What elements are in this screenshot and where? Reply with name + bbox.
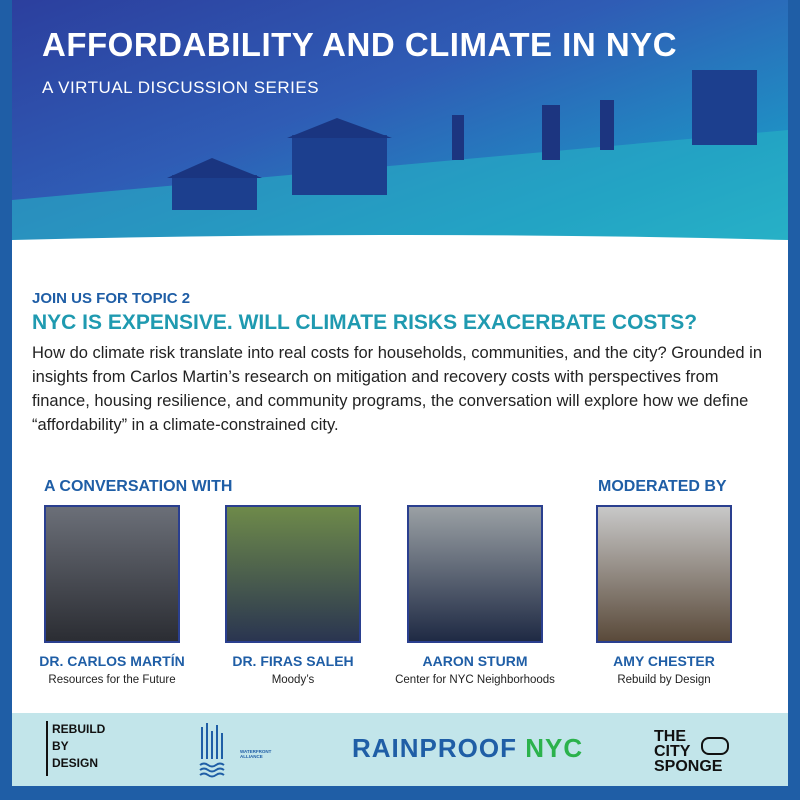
event-title: AFFORDABILITY AND CLIMATE IN NYC <box>42 26 678 63</box>
moderator-photo <box>596 505 732 643</box>
speaker-photo <box>407 505 543 643</box>
topic-description: How do climate risk translate into real … <box>32 344 763 434</box>
moderator-card: AMY CHESTER Rebuild by Design <box>579 505 749 688</box>
city-illustration <box>12 70 788 270</box>
conversation-heading: A CONVERSATION WITH <box>44 478 233 495</box>
speaker-card: DR. CARLOS MARTÍN Resources for the Futur… <box>27 505 197 688</box>
rainproof-nyc-text: NYC <box>525 733 584 763</box>
speaker-photo <box>225 505 361 643</box>
rainproof-text: RAINPROOF <box>352 733 517 763</box>
speaker-card: DR. FIRAS SALEH Moody’s <box>208 505 378 688</box>
speaker-org: Moody’s <box>271 674 315 686</box>
event-subtitle: A VIRTUAL DISCUSSION SERIES <box>42 78 320 97</box>
rainproof-nyc-logo: RAINPROOF NYC <box>352 733 583 764</box>
speaker-card: AARON STURM Center for NYC Neighborhoods <box>390 505 560 688</box>
waterfront-alliance-logo: WATERFRONT ALLIANCE <box>196 719 271 786</box>
hero-banner: AFFORDABILITY AND CLIMATE IN NYC A VIRTU… <box>12 0 788 270</box>
moderated-heading: MODERATED BY <box>598 478 727 495</box>
speaker-name: DR. FIRAS SALEH <box>232 653 354 669</box>
moderator-name: AMY CHESTER <box>613 653 715 669</box>
flyer: AFFORDABILITY AND CLIMATE IN NYC A VIRTU… <box>12 0 788 786</box>
sponsor-footer: REBUILD BY DESIGN WATERFRONT ALLIANCE RAIN… <box>12 713 788 786</box>
speaker-name: AARON STURM <box>422 653 528 669</box>
speaker-photo <box>44 505 180 643</box>
moderator-org: Rebuild by Design <box>617 674 711 686</box>
topic-headline: NYC IS EXPENSIVE. WILL CLIMATE RISKS EXA… <box>32 311 698 334</box>
city-sponge-logo: THE CITY SPONGE <box>654 729 729 775</box>
sponge-icon <box>701 737 729 755</box>
speaker-org: Center for NYC Neighborhoods <box>395 674 555 686</box>
rebuild-by-design-logo: REBUILD BY DESIGN <box>46 721 105 776</box>
speaker-name: DR. CARLOS MARTÍN <box>39 653 185 669</box>
speaker-org: Resources for the Future <box>48 674 176 686</box>
topic-kicker: JOIN US FOR TOPIC 2 <box>32 290 191 307</box>
